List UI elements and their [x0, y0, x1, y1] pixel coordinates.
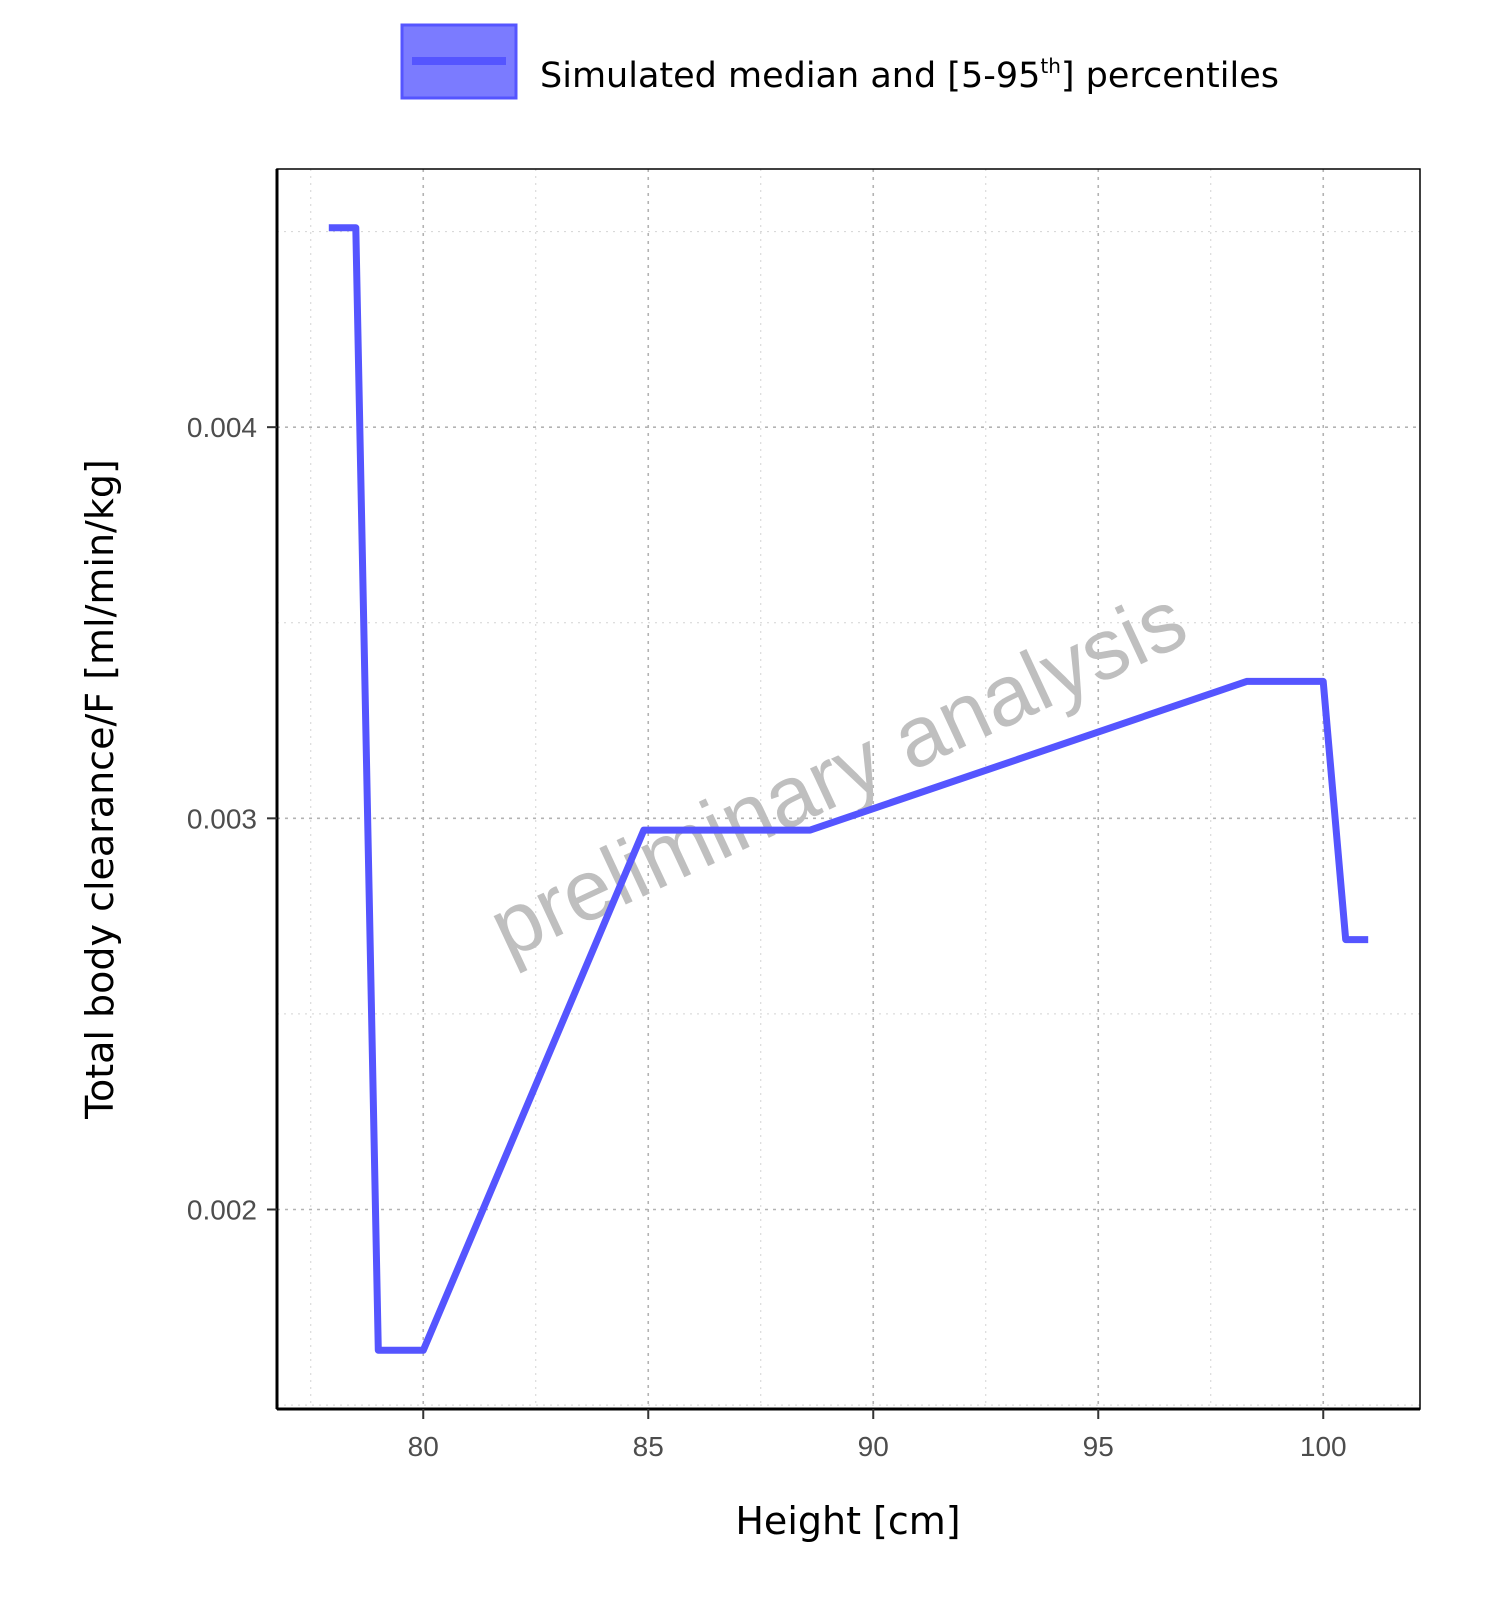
grid [277, 169, 1420, 1409]
x-tick-label: 95 [1083, 1431, 1114, 1462]
x-tick-label: 80 [408, 1431, 439, 1462]
x-tick-label: 85 [633, 1431, 664, 1462]
x-axis-title: Height [cm] [735, 1499, 960, 1543]
legend-label-sup: th [1040, 54, 1061, 78]
ticks: 80 85 90 95 100 0.002 0.003 0.004 [187, 412, 1347, 1462]
legend-label-prefix: Simulated median and [5-95 [540, 56, 1040, 96]
series-layer [328, 224, 1369, 1354]
y-tick-label: 0.004 [187, 412, 257, 443]
legend-label: Simulated median and [5-95th] percentile… [540, 54, 1279, 96]
x-tick-label: 90 [858, 1431, 889, 1462]
legend-label-suffix: ] percentiles [1061, 56, 1279, 96]
x-tick-label: 100 [1300, 1431, 1347, 1462]
watermark: preliminary analysis [475, 571, 1200, 977]
y-axis-title: Total body clearance/F [ml/min/kg] [78, 459, 122, 1120]
legend: Simulated median and [5-95th] percentile… [400, 23, 1279, 100]
y-tick-label: 0.003 [187, 803, 257, 834]
series-line [328, 224, 1369, 1354]
y-tick-label: 0.002 [187, 1195, 257, 1226]
